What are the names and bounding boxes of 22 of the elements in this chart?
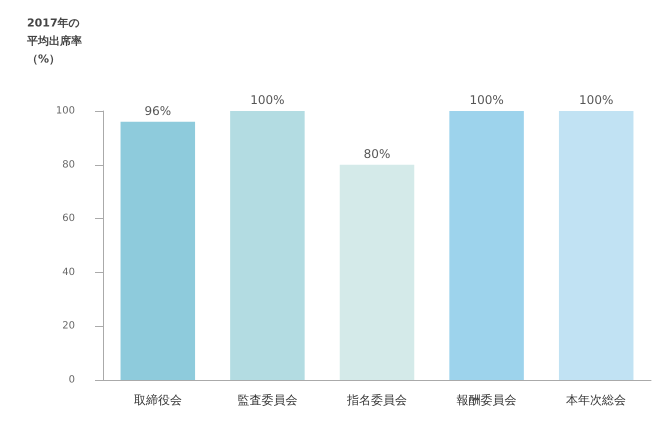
- y-tick-label: 60: [62, 213, 75, 224]
- x-tick-label: 取締役会: [134, 393, 182, 407]
- x-tick-label: 報酬委員会: [456, 393, 517, 407]
- x-tick-label: 指名委員会: [346, 393, 407, 407]
- bar: [230, 111, 305, 380]
- x-tick-label: 本年次総会: [566, 393, 626, 407]
- data-label: 80%: [364, 146, 390, 161]
- x-tick-label: 監査委員会: [237, 393, 298, 407]
- y-tick-label: 100: [56, 106, 75, 116]
- y-tick-label: 20: [62, 320, 75, 332]
- y-tick-label: 0: [68, 374, 75, 386]
- y-tick-label: 40: [62, 266, 75, 278]
- y-axis-title: 2017年の平均出席率（%）: [26, 16, 82, 66]
- y-tick-label: 80: [62, 159, 75, 170]
- data-label: 100%: [250, 93, 285, 107]
- bar: [120, 122, 196, 380]
- data-label: 96%: [144, 104, 172, 118]
- bar: [558, 111, 634, 380]
- data-label: 100%: [579, 93, 614, 107]
- bar: [449, 111, 524, 380]
- bar: [340, 164, 414, 380]
- data-label: 100%: [469, 93, 504, 107]
